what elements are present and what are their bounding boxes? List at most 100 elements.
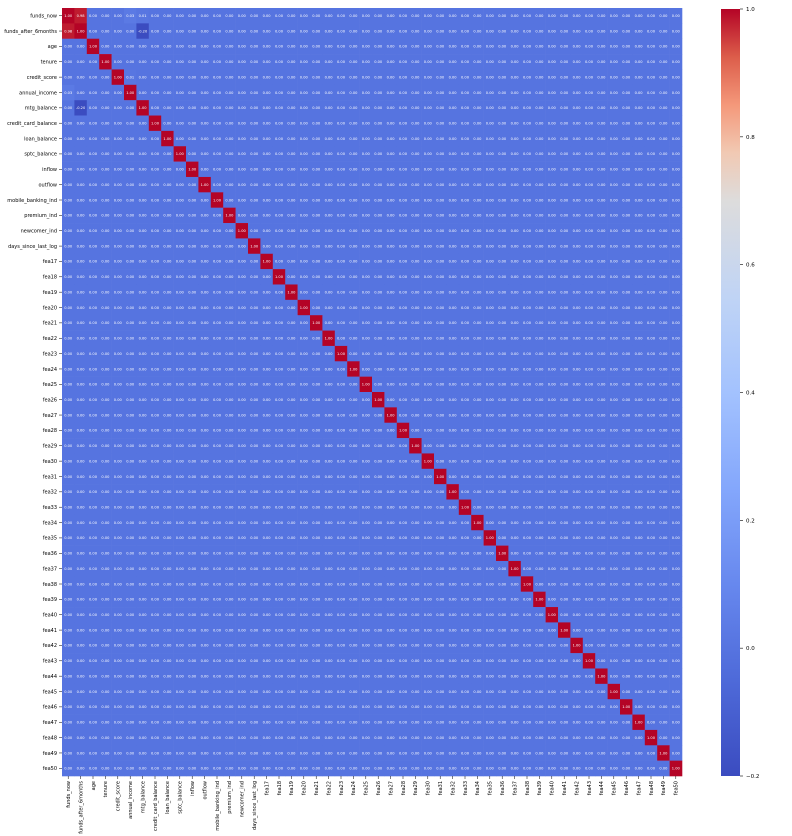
heatmap-cell: [558, 100, 571, 116]
cell-annotation: 0.00: [337, 14, 346, 18]
heatmap-cell: [136, 69, 150, 86]
cell-annotation: 0.00: [622, 91, 631, 95]
cell-annotation: 0.00: [436, 198, 445, 202]
cell-annotation: 0.00: [523, 751, 532, 755]
cell-annotation: 0.00: [275, 91, 284, 95]
cell-annotation: 0.00: [486, 352, 495, 356]
cell-annotation: 0.00: [89, 705, 98, 709]
cell-annotation: 0.00: [349, 536, 358, 540]
cell-annotation: 0.00: [64, 674, 73, 678]
cell-annotation: 0.00: [349, 214, 358, 218]
cell-annotation: 0.00: [461, 490, 470, 494]
cell-annotation: 0.00: [399, 506, 408, 510]
cell-annotation: 0.00: [436, 459, 445, 463]
cell-annotation: 0.00: [349, 767, 358, 771]
cell-annotation: 0.00: [622, 106, 631, 110]
cell-annotation: 0.00: [647, 536, 656, 540]
cell-annotation: 0.00: [275, 429, 284, 433]
cell-annotation: 0.00: [300, 91, 309, 95]
cell-annotation: 0.00: [238, 60, 247, 64]
cell-annotation: 0.00: [374, 29, 383, 33]
cell-annotation: 0.00: [387, 244, 396, 248]
cell-annotation: 0.00: [312, 198, 321, 202]
heatmap-cell: [533, 130, 546, 147]
cell-annotation: 0.00: [573, 536, 582, 540]
cell-annotation: 0.00: [337, 106, 346, 110]
cell-annotation: 0.00: [511, 60, 520, 64]
cell-annotation: 0.00: [610, 536, 619, 540]
cell-annotation: 0.00: [325, 444, 334, 448]
cell-annotation: 0.00: [635, 644, 644, 648]
cell-annotation: 0.00: [399, 337, 408, 341]
cell-annotation: 0.00: [486, 337, 495, 341]
cell-annotation: 0.00: [126, 767, 135, 771]
cell-annotation: 0.00: [225, 429, 234, 433]
cell-annotation: 0.00: [151, 14, 160, 18]
cell-annotation: 0.00: [374, 183, 383, 187]
heatmap-cell: [322, 54, 336, 70]
cell-annotation: 1.00: [585, 659, 594, 663]
cell-annotation: 0.00: [151, 60, 160, 64]
cell-annotation: 0.00: [188, 91, 197, 95]
cell-annotation: 1.00: [250, 244, 259, 248]
cell-annotation: 0.00: [287, 183, 296, 187]
cell-annotation: 0.00: [287, 168, 296, 172]
cell-annotation: 0.00: [461, 413, 470, 417]
cell-annotation: 0.00: [225, 582, 234, 586]
heatmap-cell: [347, 54, 360, 70]
cell-annotation: 0.00: [597, 75, 606, 79]
cell-annotation: 0.00: [573, 413, 582, 417]
cell-annotation: 0.00: [163, 413, 172, 417]
cell-annotation: 0.00: [424, 751, 433, 755]
cell-annotation: 0.00: [498, 183, 507, 187]
cell-annotation: 0.00: [201, 567, 210, 571]
cell-annotation: 0.00: [176, 613, 185, 617]
cell-annotation: 0.00: [672, 383, 681, 387]
heatmap-cell: [558, 8, 571, 24]
cell-annotation: 0.00: [449, 214, 458, 218]
cell-annotation: 0.00: [560, 275, 569, 279]
heatmap-cell: [409, 54, 422, 70]
cell-annotation: 0.00: [300, 367, 309, 371]
cell-annotation: 0.00: [275, 613, 284, 617]
heatmap-cell: [545, 130, 559, 147]
cell-annotation: 0.00: [287, 582, 296, 586]
heatmap-cell: [483, 8, 497, 24]
cell-annotation: 0.00: [250, 506, 259, 510]
cell-annotation: 0.00: [176, 674, 185, 678]
cell-annotation: 0.00: [560, 398, 569, 402]
cell-annotation: 0.00: [64, 582, 73, 586]
cell-annotation: 0.00: [176, 229, 185, 233]
cell-annotation: 0.00: [560, 290, 569, 294]
cell-annotation: 0.00: [461, 552, 470, 556]
heatmap-cell: [86, 69, 100, 86]
cell-annotation: 0.00: [560, 183, 569, 187]
cell-annotation: 0.00: [325, 459, 334, 463]
cell-annotation: 0.00: [573, 444, 582, 448]
cell-annotation: 0.00: [263, 214, 272, 218]
heatmap-cell: [86, 100, 100, 116]
cell-annotation: 0.00: [659, 106, 668, 110]
heatmap-cell: [235, 100, 249, 116]
cell-annotation: 0.00: [362, 475, 371, 479]
cell-annotation: 0.00: [287, 229, 296, 233]
cell-annotation: 0.00: [325, 29, 334, 33]
cell-annotation: 0.00: [250, 214, 259, 218]
cell-annotation: 0.00: [548, 413, 557, 417]
cell-annotation: 0.00: [647, 14, 656, 18]
cell-annotation: 0.00: [126, 244, 135, 248]
cell-annotation: 0.00: [337, 705, 346, 709]
cell-annotation: 0.00: [411, 75, 420, 79]
cell-annotation: 0.00: [622, 721, 631, 725]
cell-annotation: 0.00: [325, 413, 334, 417]
cell-annotation: 1.00: [77, 29, 86, 33]
cell-annotation: 0.00: [610, 321, 619, 325]
cell-annotation: 0.00: [672, 321, 681, 325]
cell-annotation: 0.00: [300, 582, 309, 586]
cell-annotation: 0.00: [511, 260, 520, 264]
cell-annotation: 0.00: [560, 659, 569, 663]
cell-annotation: 0.00: [176, 45, 185, 49]
cell-annotation: 0.00: [622, 275, 631, 279]
cell-annotation: 0.00: [535, 475, 544, 479]
cell-annotation: 0.00: [610, 582, 619, 586]
